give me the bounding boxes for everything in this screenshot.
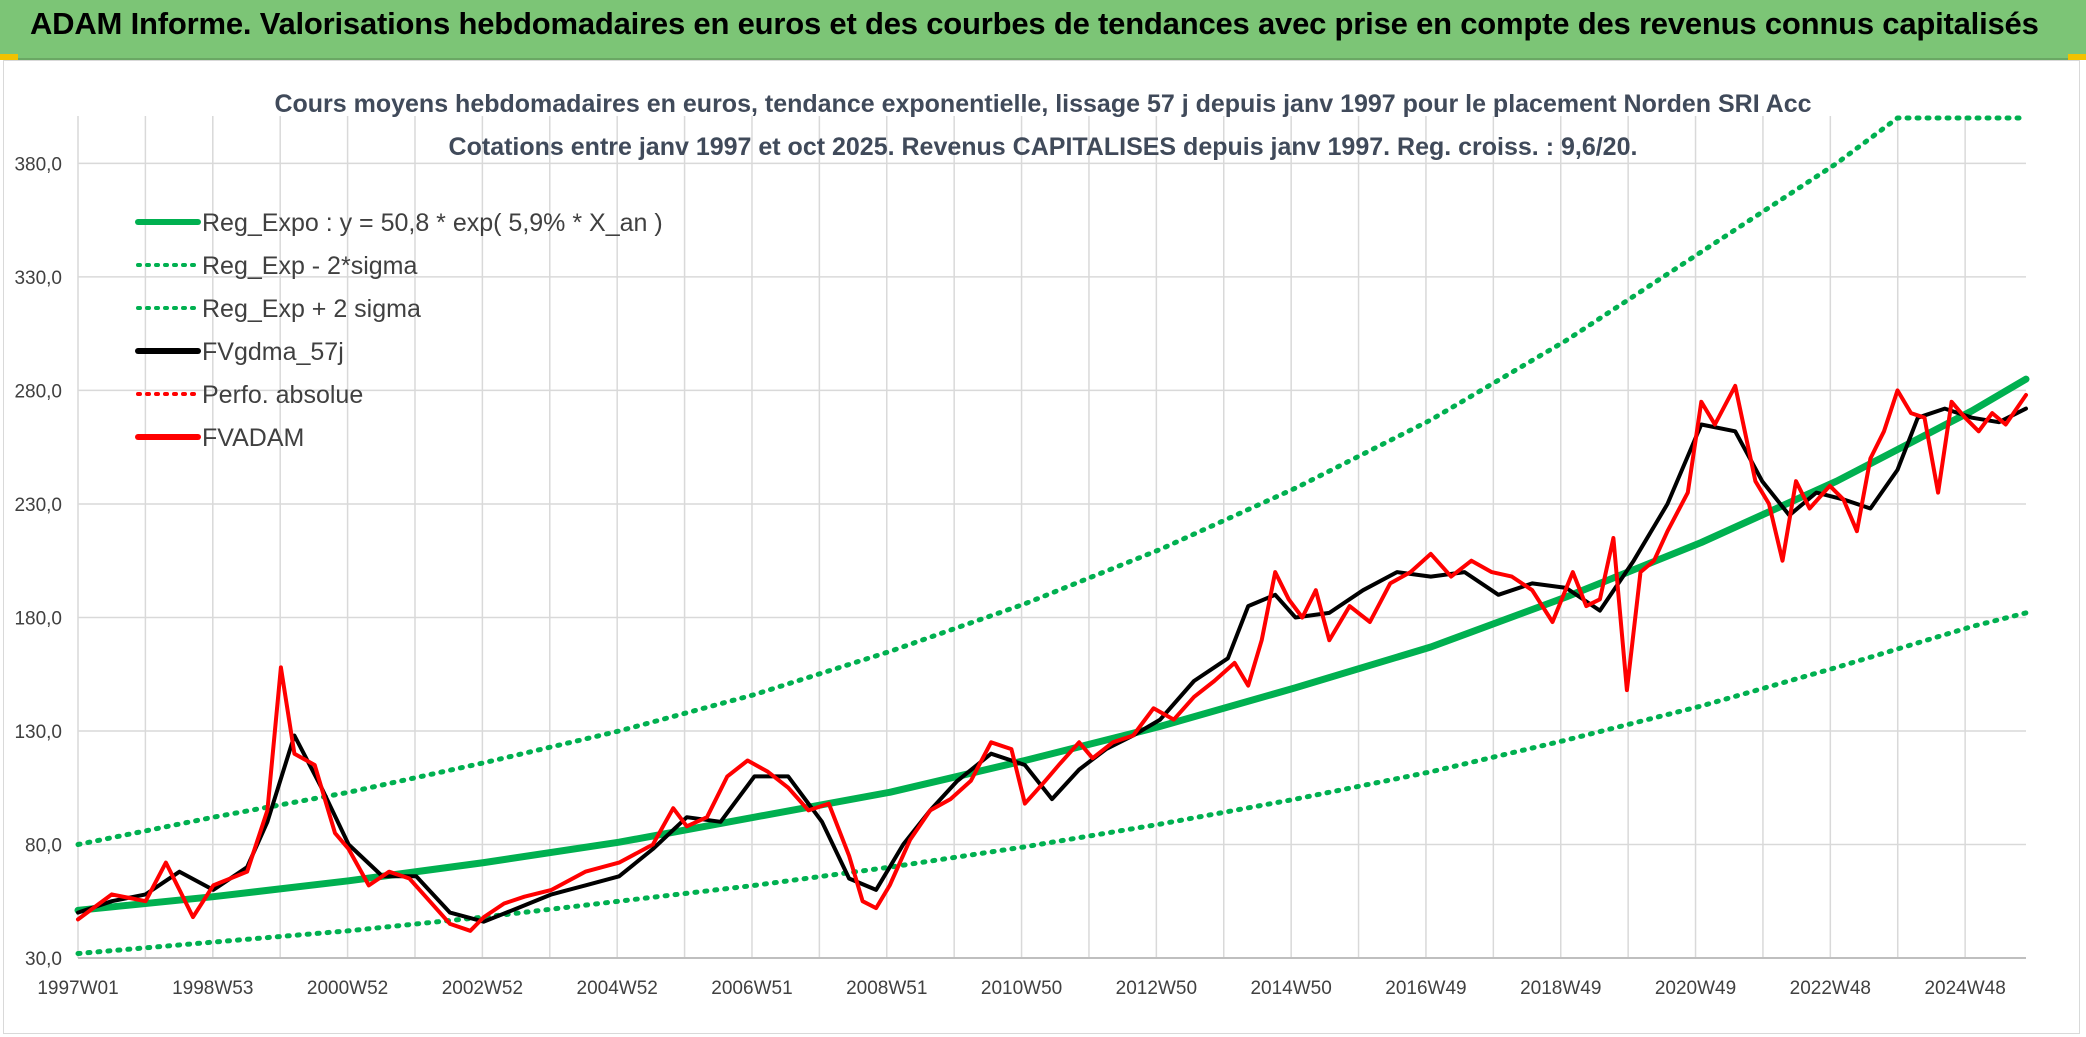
grid-lines xyxy=(77,116,2026,959)
chart-legend: Reg_Expo : y = 50,8 * exp( 5,9% * X_an )… xyxy=(135,209,663,452)
y-tick-label: 30,0 xyxy=(25,949,62,970)
x-tick-label: 2014W50 xyxy=(1250,978,1331,999)
series-layer xyxy=(74,115,2030,956)
y-tick-label: 380,0 xyxy=(14,154,62,175)
report-title: ADAM Informe. Valorisations hebdomadaire… xyxy=(30,6,2039,41)
series-line-0 xyxy=(74,375,2030,914)
x-tick-label: 1998W53 xyxy=(172,978,253,999)
x-tick-label: 2020W49 xyxy=(1655,978,1736,999)
y-tick-label: 80,0 xyxy=(25,835,62,856)
legend-label: FVADAM xyxy=(202,424,304,452)
legend-label: Reg_Expo : y = 50,8 * exp( 5,9% * X_an ) xyxy=(202,209,663,237)
x-tick-label: 2002W52 xyxy=(442,978,523,999)
series-line-4 xyxy=(76,383,2028,933)
legend-label: Reg_Exp + 2 sigma xyxy=(202,295,421,323)
y-tick-label: 130,0 xyxy=(14,722,62,743)
legend-label: Perfo. absolue xyxy=(202,381,363,409)
chart-frame xyxy=(3,60,2080,1034)
x-tick-label: 2024W48 xyxy=(1924,978,2005,999)
x-tick-label: 2006W51 xyxy=(711,978,792,999)
y-tick-label: 330,0 xyxy=(14,268,62,289)
x-tick-label: 2016W49 xyxy=(1385,978,1466,999)
legend-label: Reg_Exp - 2*sigma xyxy=(202,252,417,280)
y-tick-label: 280,0 xyxy=(14,381,62,402)
x-tick-label: 2018W49 xyxy=(1520,978,1601,999)
x-tick-label: 2010W50 xyxy=(981,978,1062,999)
series-line-1 xyxy=(75,610,2029,956)
chart-title: Cours moyens hebdomadaires en euros, ten… xyxy=(274,90,1811,118)
x-tick-label: 2000W52 xyxy=(307,978,388,999)
x-tick-label: 2008W51 xyxy=(846,978,927,999)
y-axis-ticks: 30,0 80,0 130,0 180,0 230,0 280,0 330,0 380,0 xyxy=(14,154,62,970)
chart-subtitle: Cotations entre janv 1997 et oct 2025. R… xyxy=(449,133,1638,161)
corner-mark-left xyxy=(0,54,18,60)
report-banner: ADAM Informe. Valorisations hebdomadaire… xyxy=(0,0,2086,60)
x-tick-label: 1997W01 xyxy=(37,978,118,999)
corner-mark-right xyxy=(2068,54,2086,60)
x-tick-label: 2004W52 xyxy=(577,978,658,999)
y-tick-label: 230,0 xyxy=(14,495,62,516)
x-axis-ticks: 1997W01 1998W53 2000W52 2002W52 2004W52 2006W… xyxy=(37,978,2005,999)
series-line-2 xyxy=(75,115,2029,847)
x-tick-label: 2012W50 xyxy=(1116,978,1197,999)
y-tick-label: 180,0 xyxy=(14,608,62,629)
legend-label: FVgdma_57j xyxy=(202,338,344,366)
x-tick-label: 2022W48 xyxy=(1790,978,1871,999)
